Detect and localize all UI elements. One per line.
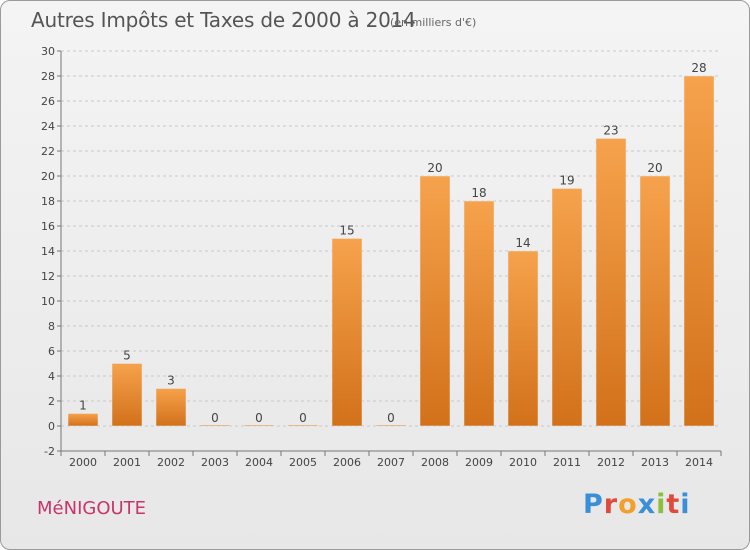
bar-2010 [507,250,539,427]
y-tick-label: 30 [41,45,55,58]
y-tick-label: 24 [41,120,55,133]
x-tick-label-2006: 2006 [333,456,361,469]
y-tick-label: 14 [41,245,55,258]
y-tick-label: 8 [48,320,55,333]
logo-letter: o [618,489,638,520]
y-tick-label: 10 [41,295,55,308]
data-label-2008: 20 [427,161,442,175]
x-tick-label-2003: 2003 [201,456,229,469]
bar-2001 [111,363,143,427]
data-label-2012: 23 [603,124,618,138]
bar-2014 [683,75,715,427]
x-tick-label-2011: 2011 [553,456,581,469]
bar-2008 [419,175,451,427]
y-tick-label: 4 [48,370,55,383]
data-label-2005: 0 [299,411,307,425]
data-label-2009: 18 [471,186,486,200]
y-tick-label: 26 [41,95,55,108]
y-tick-label: 22 [41,145,55,158]
logo-letter: x [637,489,657,520]
data-label-2004: 0 [255,411,263,425]
x-tick-label-2004: 2004 [245,456,273,469]
x-tick-label-2010: 2010 [509,456,537,469]
bar-2004 [243,424,275,427]
logo-letter: P [583,489,604,520]
y-tick-label: 20 [41,170,55,183]
bar-2007 [375,424,407,427]
x-tick-label-2009: 2009 [465,456,493,469]
x-tick-label-2000: 2000 [69,456,97,469]
data-label-2007: 0 [387,411,395,425]
town-name: MéNIGOUTE [37,498,147,519]
bar-2005 [287,424,319,427]
x-tick-labels: 2000 2001 2002 2003 2004 2005 2006 2007 2008 2009… [60,451,722,469]
bar-2013 [639,175,671,427]
x-tick-label-2007: 2007 [377,456,405,469]
logo-letter: i [680,489,691,520]
bars [67,75,715,427]
x-tick-label-2008: 2008 [421,456,449,469]
data-label-2006: 15 [339,224,354,238]
bar-2009 [463,200,495,427]
data-label-2011: 19 [559,174,574,188]
x-tick-label-2012: 2012 [597,456,625,469]
x-tick-label-2001: 2001 [113,456,141,469]
bar-2003 [199,424,231,427]
x-tick-label-2014: 2014 [685,456,713,469]
bar-2002 [155,388,187,427]
y-tick-label: 2 [48,395,55,408]
bar-2011 [551,188,583,427]
chart-subtitle: (en milliers d'€) [390,16,477,29]
y-tick-label: 6 [48,345,55,358]
y-tick-label: -2 [44,445,55,458]
data-label-2014: 28 [691,61,706,75]
logo-letter: t [666,489,681,520]
logo-letter: r [603,489,619,520]
bar-2012 [595,138,627,427]
bar-2000 [67,413,99,427]
x-tick-label-2002: 2002 [157,456,185,469]
y-tick-label: 16 [41,220,55,233]
data-label-2001: 5 [123,349,131,363]
data-label-2000: 1 [79,399,87,413]
y-tick-label: 12 [41,270,55,283]
y-tick-label: 18 [41,195,55,208]
proxiti-logo: Proxiti [583,489,691,520]
data-label-2010: 14 [515,236,530,250]
y-tick-label: 28 [41,70,55,83]
data-label-2003: 0 [211,411,219,425]
chart-title: Autres Impôts et Taxes de 2000 à 2014 [31,8,416,32]
data-label-2002: 3 [167,374,175,388]
x-tick-label-2005: 2005 [289,456,317,469]
data-label-2013: 20 [647,161,662,175]
y-tick-label: 0 [48,420,55,433]
logo-letter: i [656,489,667,520]
x-tick-label-2013: 2013 [641,456,669,469]
bar-2006 [331,238,363,427]
